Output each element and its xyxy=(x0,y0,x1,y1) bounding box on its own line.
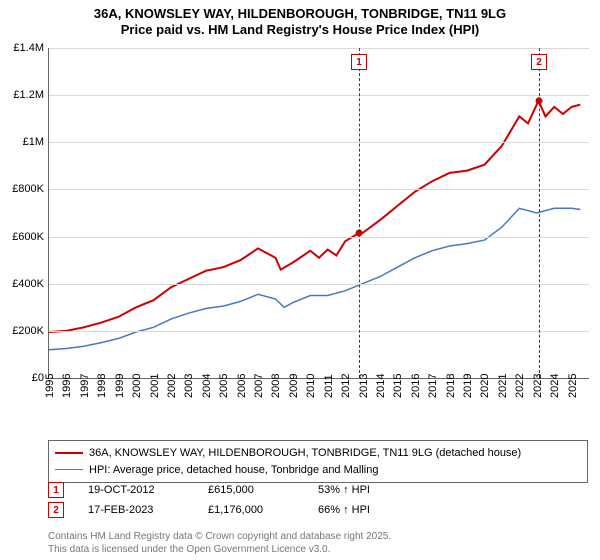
gridline-h xyxy=(49,95,589,96)
y-axis-label: £1.2M xyxy=(2,89,44,101)
legend-row: HPI: Average price, detached house, Tonb… xyxy=(55,462,581,479)
x-axis-label: 1995 xyxy=(44,374,56,398)
x-axis-label: 2019 xyxy=(462,374,474,398)
y-axis-label: £1.4M xyxy=(2,42,44,54)
x-axis-label: 1999 xyxy=(114,374,126,398)
x-axis-label: 2006 xyxy=(236,374,248,398)
x-axis-label: 2020 xyxy=(479,374,491,398)
x-axis-label: 2016 xyxy=(410,374,422,398)
sale-price: £1,176,000 xyxy=(208,504,318,516)
x-axis-label: 2021 xyxy=(497,374,509,398)
x-axis-label: 2018 xyxy=(445,374,457,398)
x-axis-label: 2025 xyxy=(567,374,579,398)
sale-marker-box: 2 xyxy=(48,502,64,518)
x-axis-label: 2013 xyxy=(358,374,370,398)
x-axis-label: 2022 xyxy=(514,374,526,398)
footer: Contains HM Land Registry data © Crown c… xyxy=(48,530,391,556)
y-axis-label: £600K xyxy=(2,231,44,243)
sale-row: 2 17-FEB-2023£1,176,00066% ↑ HPI xyxy=(48,502,588,518)
gridline-h xyxy=(49,189,589,190)
footer-line-1: Contains HM Land Registry data © Crown c… xyxy=(48,530,391,543)
legend-label: HPI: Average price, detached house, Tonb… xyxy=(89,462,378,479)
legend-box: 36A, KNOWSLEY WAY, HILDENBOROUGH, TONBRI… xyxy=(48,440,588,483)
y-axis-label: £0 xyxy=(2,372,44,384)
sale-date: 19-OCT-2012 xyxy=(88,484,208,496)
x-axis-label: 2014 xyxy=(375,374,387,398)
sale-pct-hpi: 66% ↑ HPI xyxy=(318,504,370,516)
sale-row: 1 19-OCT-2012£615,00053% ↑ HPI xyxy=(48,482,588,498)
gridline-h xyxy=(49,237,589,238)
x-axis-label: 1996 xyxy=(61,374,73,398)
x-axis-label: 2005 xyxy=(218,374,230,398)
x-axis-label: 2010 xyxy=(305,374,317,398)
y-axis-label: £200K xyxy=(2,325,44,337)
x-axis-label: 2000 xyxy=(131,374,143,398)
sale-marker-box: 1 xyxy=(48,482,64,498)
x-axis-label: 2007 xyxy=(253,374,265,398)
title-line-2: Price paid vs. HM Land Registry's House … xyxy=(0,22,600,38)
series-line xyxy=(49,101,580,332)
y-axis-label: £800K xyxy=(2,183,44,195)
marker-box: 2 xyxy=(531,54,547,70)
x-axis-label: 2011 xyxy=(323,374,335,398)
chart-area: 12 £0£200K£400K£600K£800K£1M£1.2M£1.4M19… xyxy=(0,44,600,424)
gridline-h xyxy=(49,284,589,285)
sale-pct-hpi: 53% ↑ HPI xyxy=(318,484,370,496)
legend-row: 36A, KNOWSLEY WAY, HILDENBOROUGH, TONBRI… xyxy=(55,445,581,462)
plot-area: 12 xyxy=(48,48,589,379)
gridline-h xyxy=(49,142,589,143)
x-axis-label: 2024 xyxy=(549,374,561,398)
x-axis-label: 2002 xyxy=(166,374,178,398)
line-svg xyxy=(49,48,589,378)
sale-price: £615,000 xyxy=(208,484,318,496)
footer-line-2: This data is licensed under the Open Gov… xyxy=(48,543,391,556)
x-axis-label: 1998 xyxy=(96,374,108,398)
x-axis-label: 1997 xyxy=(79,374,91,398)
gridline-h xyxy=(49,331,589,332)
title-line-1: 36A, KNOWSLEY WAY, HILDENBOROUGH, TONBRI… xyxy=(0,6,600,22)
title-block: 36A, KNOWSLEY WAY, HILDENBOROUGH, TONBRI… xyxy=(0,0,600,39)
x-axis-label: 2003 xyxy=(183,374,195,398)
y-axis-label: £400K xyxy=(2,278,44,290)
series-line xyxy=(49,208,580,349)
y-axis-label: £1M xyxy=(2,136,44,148)
legend-label: 36A, KNOWSLEY WAY, HILDENBOROUGH, TONBRI… xyxy=(89,445,521,462)
gridline-h xyxy=(49,48,589,49)
marker-dashed-line xyxy=(539,48,540,378)
x-axis-label: 2009 xyxy=(288,374,300,398)
marker-dashed-line xyxy=(359,48,360,378)
x-axis-label: 2015 xyxy=(392,374,404,398)
x-axis-label: 2004 xyxy=(201,374,213,398)
sale-date: 17-FEB-2023 xyxy=(88,504,208,516)
x-axis-label: 2008 xyxy=(270,374,282,398)
legend-color-line xyxy=(55,452,83,454)
legend-color-line xyxy=(55,469,83,470)
marker-box: 1 xyxy=(351,54,367,70)
chart-container: 36A, KNOWSLEY WAY, HILDENBOROUGH, TONBRI… xyxy=(0,0,600,560)
x-axis-label: 2012 xyxy=(340,374,352,398)
x-axis-label: 2023 xyxy=(532,374,544,398)
x-axis-label: 2017 xyxy=(427,374,439,398)
x-axis-label: 2001 xyxy=(149,374,161,398)
